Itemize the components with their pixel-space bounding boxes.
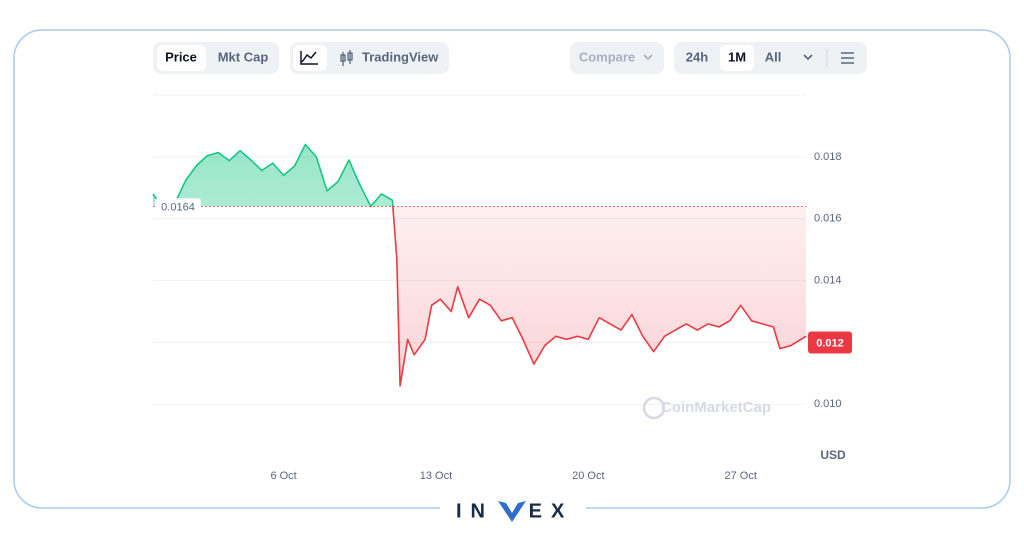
range-all[interactable]: All xyxy=(765,49,782,64)
price-line xyxy=(152,143,807,387)
line-icon xyxy=(300,51,318,65)
range-1m[interactable]: 1M xyxy=(728,49,746,64)
price-tag-label: 0.012 xyxy=(816,337,844,349)
candle-icon xyxy=(340,50,353,66)
y-unit: USD xyxy=(820,448,846,462)
compare-label[interactable]: Compare xyxy=(579,49,635,64)
tradingview-label[interactable]: TradingView xyxy=(362,49,439,64)
watermark-icon xyxy=(642,396,666,420)
chevron xyxy=(643,54,653,61)
chevron[interactable] xyxy=(803,54,813,61)
price-tag xyxy=(808,331,852,354)
area-below xyxy=(153,206,806,386)
price-label[interactable]: Price xyxy=(165,49,197,64)
range-1m-button[interactable] xyxy=(720,45,754,71)
logo-left: IN xyxy=(456,500,494,522)
mkt-cap-label[interactable]: Mkt Cap xyxy=(218,49,269,64)
y-tick-label: 0.016 xyxy=(814,213,842,225)
x-tick-label: 13 Oct xyxy=(420,470,452,482)
settings-icon[interactable] xyxy=(841,52,854,64)
watermark: CoinMarketCap xyxy=(661,399,771,416)
range-24h[interactable]: 24h xyxy=(686,49,708,64)
baseline-label: 0.0164 xyxy=(161,201,195,213)
x-tick-label: 20 Oct xyxy=(572,470,604,482)
baseline-tag xyxy=(155,198,201,215)
compare-button[interactable] xyxy=(570,42,664,74)
logo-v xyxy=(498,501,526,522)
plot: 0.010 0.012 0.014 0.016 0.018 6 Oct 13 Oct 20 O… xyxy=(152,94,852,482)
x-tick-label: 6 Oct xyxy=(270,470,296,482)
logo-backdrop xyxy=(440,496,586,526)
y-tick-label: 0.014 xyxy=(814,274,842,286)
x-tick-label: 27 Oct xyxy=(724,470,756,482)
area-above xyxy=(153,144,393,207)
logo-right: EX xyxy=(529,500,574,522)
y-tick-label: 0.010 xyxy=(814,398,842,410)
y-tick-label: 0.018 xyxy=(814,151,842,163)
view-group xyxy=(290,42,449,74)
price-button[interactable] xyxy=(157,45,206,71)
